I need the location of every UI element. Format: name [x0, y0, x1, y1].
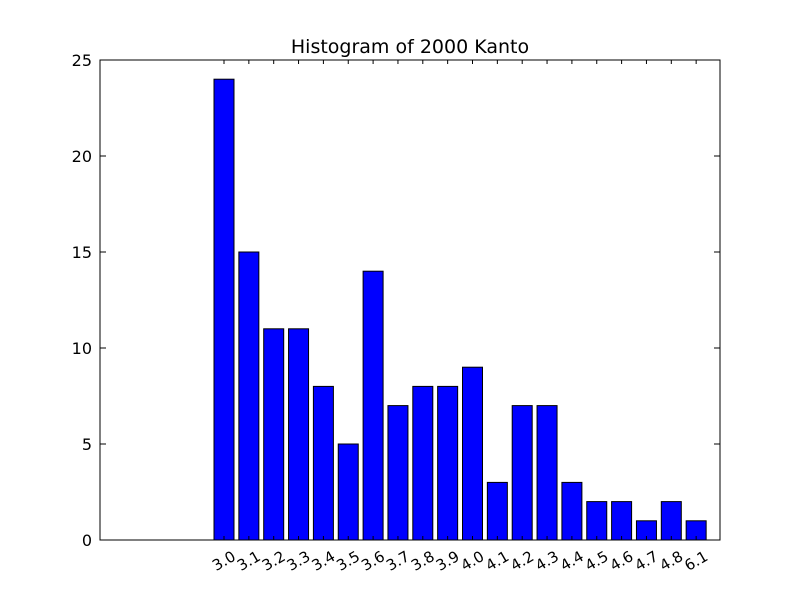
bar-3.1 [238, 251, 260, 541]
y-tick-label: 20 [72, 147, 92, 166]
bar-3.2 [263, 328, 285, 541]
bar-3.6 [362, 270, 384, 541]
bar-4.6 [611, 501, 633, 541]
bar-4.1 [486, 481, 508, 541]
bar-4.2 [511, 405, 533, 541]
bar-4.8 [660, 501, 682, 541]
bar-4.3 [536, 405, 558, 541]
y-tick-label: 15 [72, 243, 92, 262]
bar-4.4 [561, 481, 583, 541]
x-axis: 3.03.13.23.33.43.53.63.73.83.94.04.14.24… [209, 60, 711, 575]
plot-frame [99, 59, 721, 541]
bar-4.0 [462, 366, 483, 541]
y-axis: 0 5 10 15 20 25 [72, 51, 720, 550]
y-tick-label: 0 [82, 531, 92, 550]
bar-3.5 [337, 443, 359, 541]
bar-4.5 [586, 501, 608, 541]
y-tick-label: 25 [72, 51, 92, 70]
bar-3.9 [437, 385, 459, 541]
bar-3.8 [412, 385, 434, 541]
chart-title: Histogram of 2000 Kanto [291, 36, 529, 58]
bar-3.3 [288, 328, 310, 541]
x-tick-label: 6.1 [681, 547, 711, 575]
bar-3.4 [312, 385, 334, 541]
bar-3.0 [213, 78, 235, 541]
bar-3.7 [387, 405, 409, 541]
y-tick-label: 10 [72, 339, 92, 358]
bars-layer [213, 78, 707, 541]
y-tick-label: 5 [82, 435, 92, 454]
